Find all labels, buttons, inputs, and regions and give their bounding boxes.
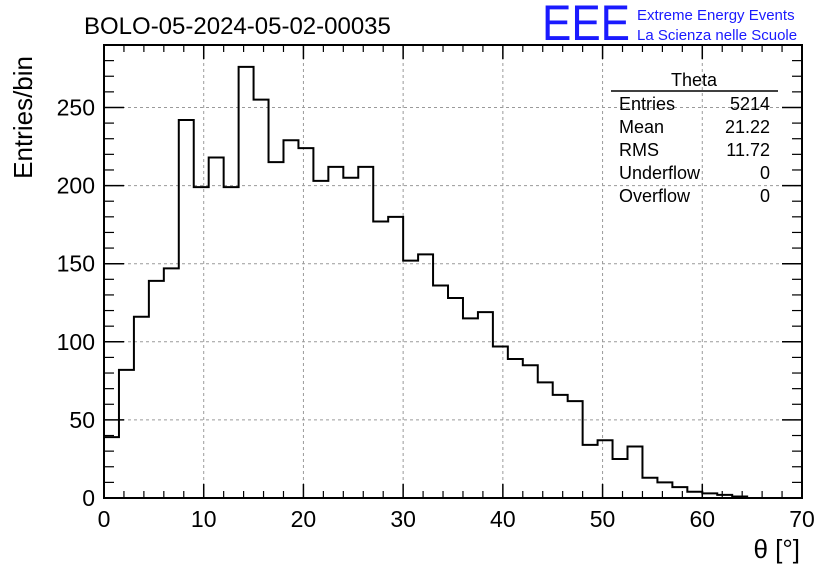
histogram-bin	[583, 445, 598, 498]
x-tick-label: 10	[191, 506, 217, 532]
stats-label: Entries	[619, 94, 675, 114]
x-tick-label: 50	[590, 506, 616, 532]
stats-box: Theta Entries 5214 Mean 21.22 RMS 11.72 Underf…	[611, 70, 778, 206]
histogram-bin	[598, 440, 613, 498]
histogram-bin	[433, 286, 448, 498]
histogram-bin	[179, 120, 194, 498]
histogram-bin	[642, 478, 657, 498]
y-axis-title: Entries/bin	[8, 56, 38, 179]
histogram-bin	[657, 482, 672, 498]
histogram-bin	[164, 268, 179, 498]
histogram-bin	[149, 281, 164, 498]
histogram-bin	[224, 187, 239, 498]
y-tick-label: 50	[69, 407, 95, 433]
stats-label: Underflow	[619, 163, 701, 183]
histogram-bin	[493, 346, 508, 498]
histogram-bin	[568, 401, 583, 498]
histogram-bin	[328, 167, 343, 498]
x-tick-labels: 0 10 20 30 40 50 60 70	[98, 506, 815, 532]
x-tick-label: 60	[689, 506, 715, 532]
histogram-bin	[358, 167, 373, 498]
x-tick-label: 0	[98, 506, 111, 532]
histogram-bin	[463, 318, 478, 498]
histogram-bin	[553, 395, 568, 498]
stats-value: 0	[760, 186, 770, 206]
histogram-bin	[134, 317, 149, 498]
x-tick-label: 20	[291, 506, 317, 532]
logo-line2: La Scienza nelle Scuole	[637, 27, 797, 44]
x-axis-title: θ [°]	[753, 534, 800, 564]
histogram-bin	[388, 217, 403, 498]
y-tick-label: 100	[57, 329, 95, 355]
stats-title: Theta	[671, 70, 718, 90]
histogram-bin	[343, 178, 358, 498]
stats-value: 11.72	[726, 140, 770, 160]
x-tick-label: 40	[490, 506, 516, 532]
stats-label: Overflow	[619, 186, 691, 206]
histogram-bin	[269, 162, 284, 498]
x-tick-label: 30	[390, 506, 416, 532]
plot-border	[103, 44, 803, 499]
stats-rows: Entries 5214 Mean 21.22 RMS 11.72 Underflow 0 Ov…	[619, 94, 770, 206]
histogram-bin	[104, 437, 119, 498]
histogram-bin	[194, 187, 209, 498]
histogram-bin	[239, 67, 254, 498]
logo-line1: Extreme Energy Events	[637, 7, 795, 24]
histogram-bin	[523, 365, 538, 498]
y-tick-labels: 0 50 100 150 200 250	[57, 94, 95, 511]
chart-title: BOLO-05-2024-05-02-00035	[84, 13, 391, 40]
eee-logo: EEE Extreme Energy Events La Scienza nel…	[542, 0, 797, 51]
histogram-bin	[448, 298, 463, 498]
histogram-bin	[508, 359, 523, 498]
grid-lines	[104, 45, 802, 498]
y-tick-label: 0	[82, 485, 95, 511]
histogram-bin	[538, 382, 553, 498]
stats-label: Mean	[619, 117, 664, 137]
histogram-bin	[298, 148, 313, 498]
histogram-bin	[119, 370, 134, 498]
y-tick-label: 150	[57, 251, 95, 277]
histogram-bin	[283, 140, 298, 498]
histogram-bin	[418, 254, 433, 498]
histogram-bin	[209, 157, 224, 498]
histogram-bin	[628, 446, 643, 498]
axis-ticks	[103, 45, 803, 499]
histogram-bin	[254, 100, 269, 498]
logo-mark: EEE	[542, 0, 630, 51]
y-tick-label: 200	[57, 173, 95, 199]
histogram-bin	[478, 312, 493, 498]
histogram-bin	[373, 222, 388, 498]
y-tick-label: 250	[57, 94, 95, 120]
x-tick-label: 70	[789, 506, 815, 532]
histogram-bin	[613, 459, 628, 498]
histogram-bin	[313, 181, 328, 498]
stats-value: 5214	[730, 94, 770, 114]
stats-value: 21.22	[725, 117, 770, 137]
stats-value: 0	[760, 163, 770, 183]
stats-label: RMS	[619, 140, 659, 160]
plot-frame	[103, 44, 803, 499]
histogram-bin	[672, 487, 687, 498]
histogram-outline	[103, 65, 793, 499]
histogram-bin	[403, 261, 418, 498]
